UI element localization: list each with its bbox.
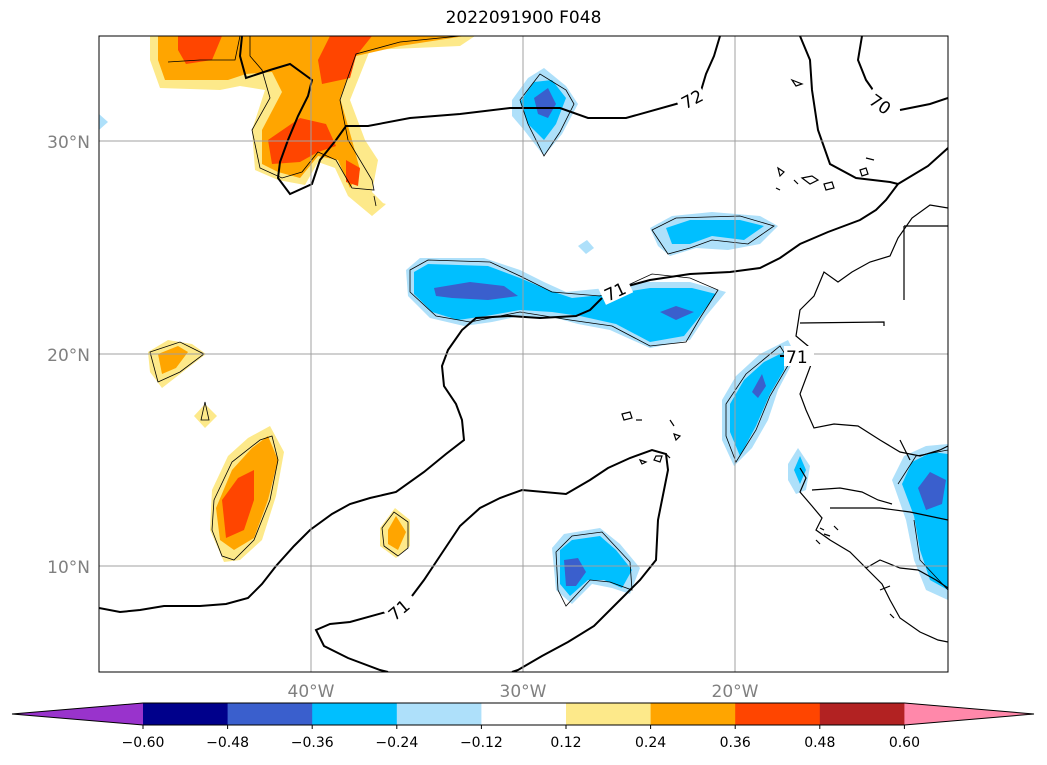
anomaly-fill-orange [388,516,406,550]
colorbar-tick-label: 0.60 [889,735,920,751]
lat-label-20n: 20°N [47,346,90,366]
lon-label-20w: 20°W [712,682,759,702]
island [638,458,648,465]
colorbar-extend-low [12,703,143,725]
coastlines [621,78,948,643]
island [819,527,825,531]
contour-71-south [411,448,670,672]
border-line [865,559,948,589]
colorbar-tick-label: 0.12 [550,735,581,751]
border-line [799,321,885,326]
anomaly-fill-light-blue [578,240,594,254]
colorbar-tick-label: −0.60 [122,735,165,751]
lon-label-40w: 40°W [288,682,335,702]
contour-71-upper [238,36,689,196]
anomaly-fill-royal [918,472,946,510]
colorbar-extend-high [904,703,1034,725]
island [859,167,869,177]
anomaly-fill-cyan [666,220,764,244]
colorbar-tick-label: 0.48 [804,735,835,751]
anomaly-fill-cyan [414,264,716,342]
border-line [899,439,911,461]
island [790,78,804,87]
anomaly-fill-royal [660,306,694,320]
contour-72 [699,36,721,95]
anomaly-fill-red [318,36,372,84]
lat-label-10n: 10°N [47,558,90,578]
anomaly-fill-light-blue [99,114,108,130]
contour-70-right [899,97,948,111]
colorbar-segment [396,703,482,725]
map-frame [98,35,949,673]
anomaly-fill-royal [752,374,766,398]
colorbar-segment [735,703,821,725]
colorbar-segment [227,703,313,725]
anomaly-fill-orange [158,346,188,374]
island [889,613,895,619]
colorbar: −0.60 −0.48 −0.36 −0.24 −0.12 0.12 0.24 0.36 0.4… [11,702,1035,751]
colorbar-segment [312,703,398,725]
border-line [811,487,893,505]
contour-label-group: 72 70 71 71 71 [380,80,900,625]
contour-label: 71 [786,348,808,368]
contour-71-north-end [897,147,948,185]
contour-70 [799,36,899,185]
colorbar-segment [819,703,905,725]
colorbar-segment [143,703,229,725]
anomaly-fill-red [346,160,360,186]
island [800,175,820,185]
island [775,187,781,191]
anomaly-fill-red [178,36,222,64]
colorbar-tick-label: 0.24 [635,735,666,751]
island [815,539,821,545]
island [777,166,785,178]
anomaly-fill-yellow [194,404,217,428]
colorbar-tick-label: −0.24 [375,735,418,751]
border-line [830,507,948,521]
colorbar-tick-label: 0.36 [720,735,751,751]
anomaly-fill-royal [564,558,586,586]
colorbar-tick-label: −0.36 [291,735,334,751]
lat-label-30n: 30°N [47,133,90,153]
colorbar-segment [481,703,567,725]
lon-label-30w: 30°W [500,682,547,702]
contour-71-south [314,611,389,672]
contour-71-north [627,183,899,287]
anomaly-fill-royal [534,88,556,118]
island [833,525,839,531]
island [621,411,633,421]
colorbar-segment [566,703,652,725]
island [823,181,835,191]
island [669,419,675,427]
height-contours [99,36,948,672]
map-panel: 72 70 71 71 71 [99,36,948,672]
border-line [879,585,891,591]
anomaly-fill-royal [434,282,518,300]
colorbar-segment [650,703,736,725]
colorbar-tick-label: −0.48 [206,735,249,751]
anomaly-fill-cyan [794,456,806,484]
map-title: 2022091900 F048 [445,8,602,28]
contour-71-mid [99,297,603,614]
island [793,179,799,185]
anomaly-fill-red [222,470,254,538]
island [823,533,831,537]
anomaly-outlines [149,36,948,607]
anomaly-fill-cyan [730,352,784,456]
colorbar-tick-label: −0.12 [460,735,503,751]
west-africa-coastline [799,467,948,643]
island [673,433,682,442]
island [865,157,875,161]
island [653,455,663,463]
